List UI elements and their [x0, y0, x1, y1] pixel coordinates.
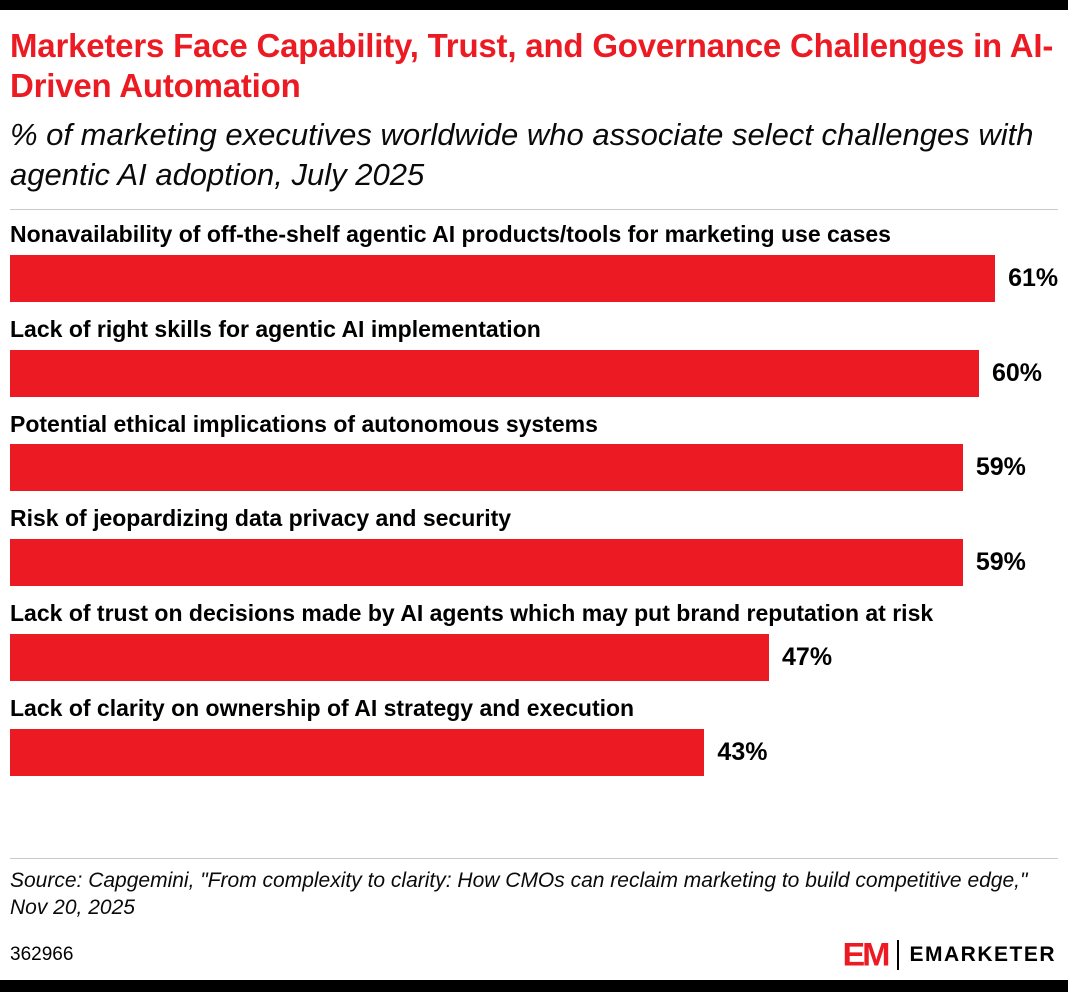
top-black-bar: [0, 0, 1068, 10]
logo-wordmark: EMARKETER: [909, 943, 1056, 966]
bar-track: 61%: [10, 254, 1059, 302]
bar-segment: [10, 539, 963, 587]
bar-category-label: Nonavailability of off-the-shelf agentic…: [10, 221, 891, 248]
bar-segment: [10, 444, 963, 492]
source-note: Source: Capgemini, "From complexity to c…: [10, 868, 1028, 920]
bar-row: Lack of clarity on ownership of AI strat…: [10, 694, 1058, 776]
bar-category-label: Lack of trust on decisions made by AI ag…: [10, 600, 934, 627]
bar-track: 59%: [10, 444, 1058, 492]
bar-category-label: Risk of jeopardizing data privacy and se…: [10, 505, 512, 532]
bottom-black-bar: [0, 980, 1068, 992]
bar-row: Nonavailability of off-the-shelf agentic…: [10, 220, 1058, 302]
footer: 362966 EM EMARKETER: [0, 932, 1068, 980]
bar-value-label: 43%: [717, 737, 768, 766]
bar-segment: [10, 349, 979, 397]
emarketer-logo: EM EMARKETER: [842, 938, 1056, 972]
bar-value-label: 60%: [991, 358, 1043, 387]
bar-value-label: 59%: [975, 548, 1026, 577]
bar-segment: [10, 728, 705, 776]
bar-category-label: Lack of right skills for agentic AI impl…: [10, 315, 541, 342]
chart-subtitle: % of marketing executives worldwide who …: [10, 116, 1034, 192]
header-divider: [10, 209, 1058, 211]
bar-segment: [10, 254, 996, 302]
chart-id: 362966: [10, 944, 74, 965]
chart-content: Marketers Face Capability, Trust, and Go…: [0, 10, 1068, 932]
bar-category-label: Lack of clarity on ownership of AI strat…: [10, 694, 635, 721]
bar-row: Lack of right skills for agentic AI impl…: [10, 315, 1058, 397]
bar-category-label: Potential ethical implications of autono…: [10, 410, 598, 437]
em-logo-icon: EM: [842, 936, 890, 974]
bar-row: Potential ethical implications of autono…: [10, 410, 1058, 492]
bar-track: 59%: [10, 539, 1058, 587]
bar-row: Risk of jeopardizing data privacy and se…: [10, 504, 1058, 587]
bar-track: 47%: [10, 633, 1058, 681]
logo-divider: [897, 940, 900, 970]
bar-track: 60%: [10, 349, 1058, 397]
bar-row: Lack of trust on decisions made by AI ag…: [10, 599, 1058, 681]
source-divider: [10, 857, 1058, 859]
bar-value-label: 61%: [1008, 263, 1059, 292]
bar-value-label: 59%: [975, 453, 1026, 482]
bar-track: 43%: [10, 728, 1058, 776]
bar-value-label: 47%: [782, 642, 833, 671]
source-block: Source: Capgemini, "From complexity to c…: [10, 844, 1058, 932]
horizontal-bar-chart: Nonavailability of off-the-shelf agentic…: [10, 220, 1058, 789]
bar-segment: [10, 633, 770, 681]
chart-title: Marketers Face Capability, Trust, and Go…: [10, 27, 1054, 105]
